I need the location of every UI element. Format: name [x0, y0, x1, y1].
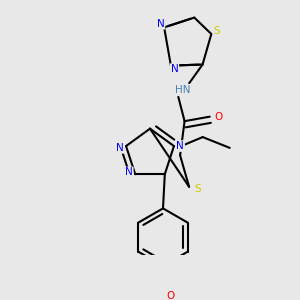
- Text: N: N: [171, 64, 178, 74]
- Text: HN: HN: [175, 85, 190, 95]
- Text: N: N: [116, 143, 124, 153]
- Text: S: S: [213, 26, 220, 36]
- Text: O: O: [214, 112, 223, 122]
- Text: N: N: [125, 167, 133, 177]
- Text: N: N: [176, 141, 184, 151]
- Text: O: O: [166, 291, 174, 300]
- Text: S: S: [195, 184, 201, 194]
- Text: N: N: [157, 19, 164, 29]
